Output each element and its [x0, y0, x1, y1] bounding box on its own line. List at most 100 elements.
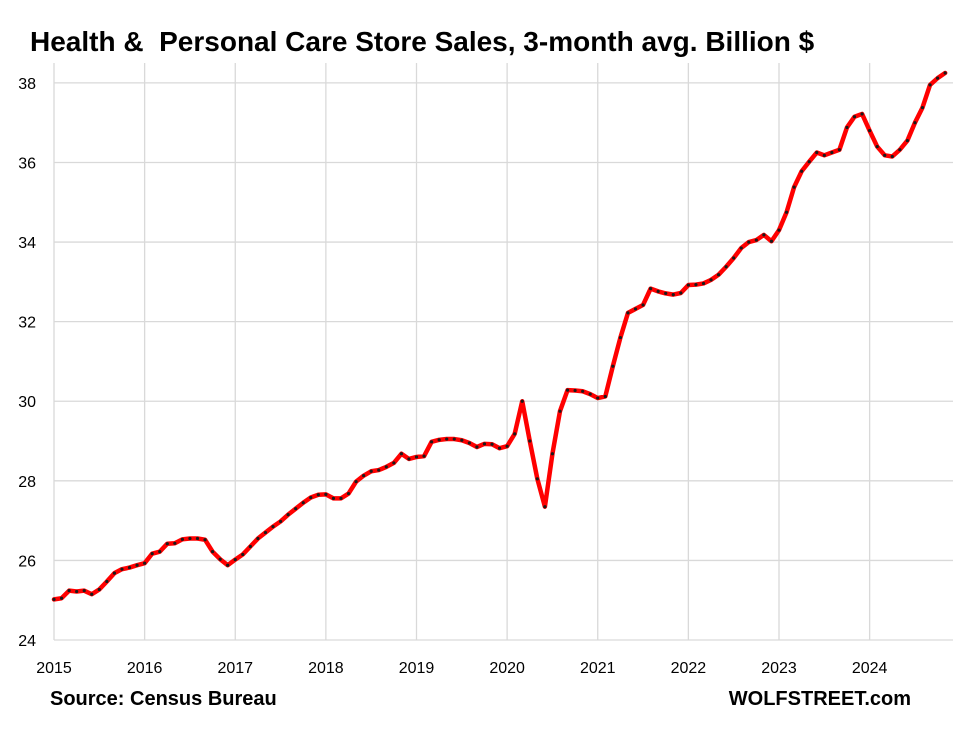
data-point	[150, 552, 154, 556]
site-label: WOLFSTREET.com	[728, 688, 911, 710]
data-point	[52, 597, 56, 602]
data-point	[339, 496, 343, 500]
y-tick-label: 28	[18, 474, 36, 491]
data-point	[226, 563, 230, 567]
data-point	[535, 477, 539, 481]
data-point	[263, 530, 268, 535]
data-point	[920, 105, 925, 110]
data-point	[528, 439, 532, 443]
x-tick-label: 2016	[127, 660, 163, 677]
data-point	[588, 392, 592, 396]
data-point	[618, 335, 623, 340]
data-point	[815, 150, 819, 155]
data-point	[754, 238, 758, 242]
data-point	[467, 441, 471, 445]
y-tick-label: 36	[18, 155, 36, 172]
data-point	[301, 501, 305, 505]
data-point	[664, 291, 668, 295]
data-point	[241, 552, 245, 557]
data-point	[520, 399, 524, 403]
data-point	[732, 256, 736, 260]
y-tick-label: 32	[18, 315, 36, 332]
data-point	[505, 444, 509, 448]
data-point	[565, 388, 570, 392]
data-point	[875, 144, 879, 149]
data-point	[558, 409, 562, 413]
data-point	[173, 541, 177, 545]
data-point	[709, 278, 713, 282]
data-point	[331, 496, 336, 500]
data-point	[724, 265, 728, 269]
data-point	[935, 76, 940, 80]
data-point	[913, 121, 917, 125]
data-point	[800, 169, 804, 173]
data-point	[256, 536, 260, 541]
data-point	[82, 589, 86, 593]
x-tick-label: 2018	[308, 660, 344, 677]
data-point	[596, 396, 600, 400]
data-point	[309, 495, 313, 500]
data-point	[414, 455, 419, 459]
x-tick-label: 2015	[36, 660, 72, 677]
data-point	[188, 536, 192, 541]
data-point	[943, 71, 947, 75]
data-point	[195, 536, 200, 541]
data-point	[716, 273, 721, 277]
data-point	[550, 452, 555, 456]
data-point	[248, 544, 252, 549]
source-label: Source: Census Bureau	[50, 688, 277, 710]
data-point	[59, 596, 64, 600]
data-point	[90, 592, 94, 596]
data-point	[422, 454, 426, 458]
data-point	[399, 452, 403, 456]
data-point	[97, 587, 101, 592]
data-point	[905, 139, 909, 143]
y-tick-label: 30	[18, 394, 36, 411]
x-axis-tick-labels: 2015 2016 2017 2018 2019 2020 2021 2022 2023 2024	[36, 660, 887, 677]
data-point	[928, 83, 932, 87]
data-point	[452, 437, 456, 441]
data-point	[784, 210, 789, 214]
data-point	[377, 468, 381, 472]
data-point	[543, 505, 547, 509]
series-layer	[51, 70, 948, 602]
data-point	[407, 457, 411, 461]
data-point	[513, 432, 517, 436]
data-point	[490, 442, 494, 446]
data-point	[769, 239, 774, 243]
data-point	[603, 394, 607, 399]
data-point	[868, 129, 872, 133]
data-point	[354, 480, 358, 484]
data-point	[633, 307, 638, 311]
data-point	[218, 557, 222, 561]
y-tick-label: 24	[18, 633, 36, 650]
data-point	[460, 438, 464, 442]
data-point	[694, 283, 698, 287]
data-point	[316, 493, 320, 497]
data-point	[898, 148, 902, 152]
data-point	[286, 513, 290, 517]
data-point	[112, 571, 117, 575]
data-point	[67, 589, 71, 593]
data-point	[165, 542, 169, 546]
data-point	[135, 563, 139, 567]
data-point	[294, 507, 298, 511]
data-point	[346, 491, 351, 496]
data-point	[573, 388, 577, 393]
data-point	[890, 154, 894, 159]
data-point	[807, 160, 811, 164]
data-point	[686, 283, 690, 287]
y-tick-label: 38	[18, 76, 36, 93]
data-point	[210, 550, 215, 554]
data-point	[324, 492, 328, 496]
x-tick-label: 2022	[671, 660, 707, 677]
data-point	[437, 438, 441, 442]
data-point	[445, 437, 449, 441]
data-point	[127, 565, 132, 570]
y-tick-label: 26	[18, 553, 36, 570]
data-point	[837, 148, 842, 152]
data-point	[203, 538, 207, 542]
data-point	[747, 240, 751, 244]
data-point	[497, 446, 502, 450]
